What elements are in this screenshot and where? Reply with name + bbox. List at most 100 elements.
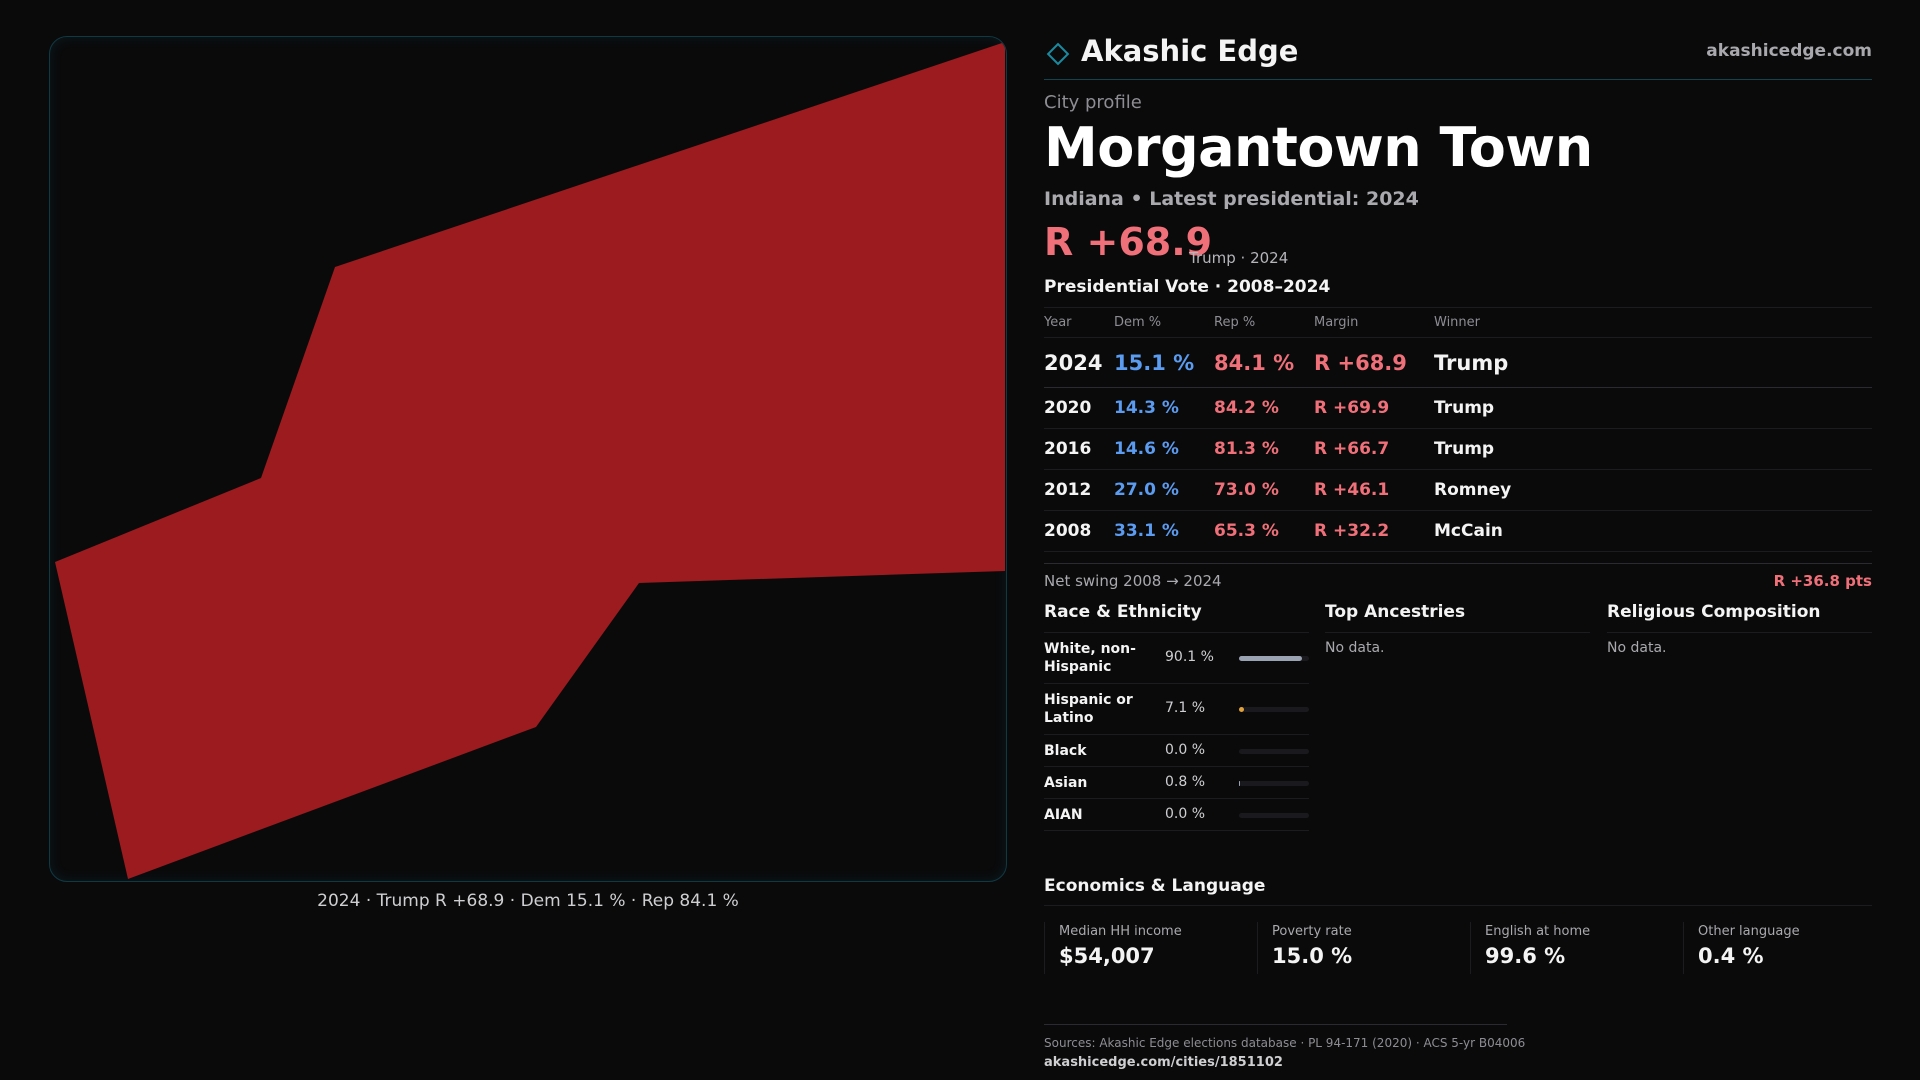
brand-url-link[interactable]: akashicedge.com: [1706, 41, 1872, 61]
race-row: AIAN 0.0 %: [1044, 799, 1309, 831]
sources-note: Sources: Akashic Edge elections database…: [1044, 1036, 1526, 1050]
column-header-dem: Dem %: [1114, 307, 1214, 338]
ancestries-section: Top Ancestries No data.: [1325, 602, 1590, 656]
net-swing-value: R +36.8 pts: [1773, 572, 1872, 590]
race-value: 90.1 %: [1165, 649, 1214, 665]
footer-divider: [1044, 1024, 1507, 1025]
race-bar-track: [1239, 707, 1309, 712]
page-kicker: City profile: [1044, 92, 1142, 113]
econ-card-median-income: Median HH income $54,007: [1044, 922, 1257, 974]
header-bar: Akashic Edge akashicedge.com: [1044, 30, 1872, 80]
race-bar-track: [1239, 749, 1309, 754]
year-cell: 2012: [1044, 469, 1114, 511]
column-header-year: Year: [1044, 307, 1114, 338]
presidential-vote-title: Presidential Vote · 2008–2024: [1044, 277, 1331, 297]
city-boundary-shape[interactable]: [55, 42, 1005, 879]
rep-cell: 84.1 %: [1214, 337, 1314, 388]
race-bar-fill: [1239, 781, 1241, 786]
rep-cell: 73.0 %: [1214, 469, 1314, 511]
winner-cell: Romney: [1434, 469, 1872, 511]
margin-cell: R +66.7: [1314, 428, 1434, 470]
econ-card-poverty-rate: Poverty rate 15.0 %: [1257, 922, 1470, 974]
rep-cell: 81.3 %: [1214, 428, 1314, 470]
race-ethnicity-section: Race & Ethnicity White, non-Hispanic 90.…: [1044, 602, 1309, 831]
latest-margin: R +68.9: [1044, 220, 1213, 264]
page-subtitle: Indiana • Latest presidential: 2024: [1044, 188, 1419, 210]
race-value: 0.8 %: [1165, 774, 1206, 790]
race-row: Asian 0.8 %: [1044, 767, 1309, 799]
race-bar-track: [1239, 813, 1309, 818]
table-row: 2016 14.6 % 81.3 % R +66.7 Trump: [1044, 428, 1872, 470]
econ-value: $54,007: [1059, 944, 1155, 968]
race-value: 7.1 %: [1165, 700, 1206, 716]
race-row: White, non-Hispanic 90.1 %: [1044, 633, 1309, 684]
race-row: Black 0.0 %: [1044, 735, 1309, 767]
race-label: Hispanic or Latino: [1044, 692, 1133, 726]
econ-value: 99.6 %: [1485, 944, 1566, 968]
dem-cell: 14.3 %: [1114, 387, 1214, 429]
econ-card-english-at-home: English at home 99.6 %: [1470, 922, 1683, 974]
margin-cell: R +68.9: [1314, 337, 1434, 388]
ancestries-empty-text: No data.: [1325, 640, 1385, 656]
religion-empty-text: No data.: [1607, 640, 1667, 656]
city-boundary-map[interactable]: [49, 36, 1007, 882]
page-title: Morgantown Town: [1044, 116, 1593, 179]
rep-cell: 84.2 %: [1214, 387, 1314, 429]
religion-title: Religious Composition: [1607, 602, 1821, 622]
winner-cell: McCain: [1434, 510, 1872, 552]
margin-cell: R +69.9: [1314, 387, 1434, 429]
margin-cell: R +46.1: [1314, 469, 1434, 511]
race-label: White, non-Hispanic: [1044, 641, 1136, 675]
winner-cell: Trump: [1434, 337, 1872, 388]
year-cell: 2008: [1044, 510, 1114, 552]
dem-cell: 27.0 %: [1114, 469, 1214, 511]
econ-label: Median HH income: [1059, 924, 1182, 939]
net-swing-row: Net swing 2008 → 2024 R +36.8 pts: [1044, 563, 1872, 593]
brand-name: Akashic Edge: [1081, 34, 1299, 68]
map-caption: 2024 · Trump R +68.9 · Dem 15.1 % · Rep …: [317, 891, 739, 911]
column-header-winner: Winner: [1434, 307, 1872, 338]
column-header-margin: Margin: [1314, 307, 1434, 338]
econ-label: Other language: [1698, 924, 1800, 939]
profile-panel: Akashic Edge akashicedge.com City profil…: [1044, 30, 1872, 1070]
econ-value: 15.0 %: [1272, 944, 1353, 968]
race-label: Black: [1044, 743, 1087, 759]
city-url-link[interactable]: akashicedge.com/cities/1851102: [1044, 1055, 1283, 1070]
religion-section: Religious Composition No data.: [1607, 602, 1872, 656]
econ-value: 0.4 %: [1698, 944, 1764, 968]
rep-cell: 65.3 %: [1214, 510, 1314, 552]
presidential-vote-table: Year Dem % Rep % Margin Winner 2024 15.1…: [1044, 307, 1872, 552]
race-bar-fill: [1239, 656, 1303, 661]
dem-cell: 14.6 %: [1114, 428, 1214, 470]
year-cell: 2024: [1044, 337, 1114, 388]
table-row: 2020 14.3 % 84.2 % R +69.9 Trump: [1044, 387, 1872, 429]
economics-divider: [1044, 905, 1872, 906]
race-label: Asian: [1044, 775, 1088, 791]
race-bar-track: [1239, 656, 1309, 661]
race-ethnicity-title: Race & Ethnicity: [1044, 602, 1202, 622]
ancestries-title: Top Ancestries: [1325, 602, 1466, 622]
dem-cell: 15.1 %: [1114, 337, 1214, 388]
race-bar-track: [1239, 781, 1309, 786]
latest-margin-note: Trump · 2024: [1189, 249, 1289, 267]
econ-card-other-language: Other language 0.4 %: [1683, 922, 1872, 974]
boundary-svg: [55, 42, 1005, 879]
table-row: 2012 27.0 % 73.0 % R +46.1 Romney: [1044, 469, 1872, 511]
winner-cell: Trump: [1434, 387, 1872, 429]
race-bar-fill: [1239, 707, 1244, 712]
table-row: 2024 15.1 % 84.1 % R +68.9 Trump: [1044, 337, 1872, 388]
table-header-row: Year Dem % Rep % Margin Winner: [1044, 307, 1872, 338]
year-cell: 2016: [1044, 428, 1114, 470]
net-swing-label: Net swing 2008 → 2024: [1044, 572, 1222, 590]
margin-cell: R +32.2: [1314, 510, 1434, 552]
year-cell: 2020: [1044, 387, 1114, 429]
winner-cell: Trump: [1434, 428, 1872, 470]
diamond-logo-icon: [1046, 42, 1070, 66]
race-row: Hispanic or Latino 7.1 %: [1044, 684, 1309, 735]
race-label: AIAN: [1044, 807, 1083, 823]
race-value: 0.0 %: [1165, 806, 1206, 822]
econ-label: Poverty rate: [1272, 924, 1352, 939]
table-row: 2008 33.1 % 65.3 % R +32.2 McCain: [1044, 510, 1872, 552]
column-header-rep: Rep %: [1214, 307, 1314, 338]
race-value: 0.0 %: [1165, 742, 1206, 758]
